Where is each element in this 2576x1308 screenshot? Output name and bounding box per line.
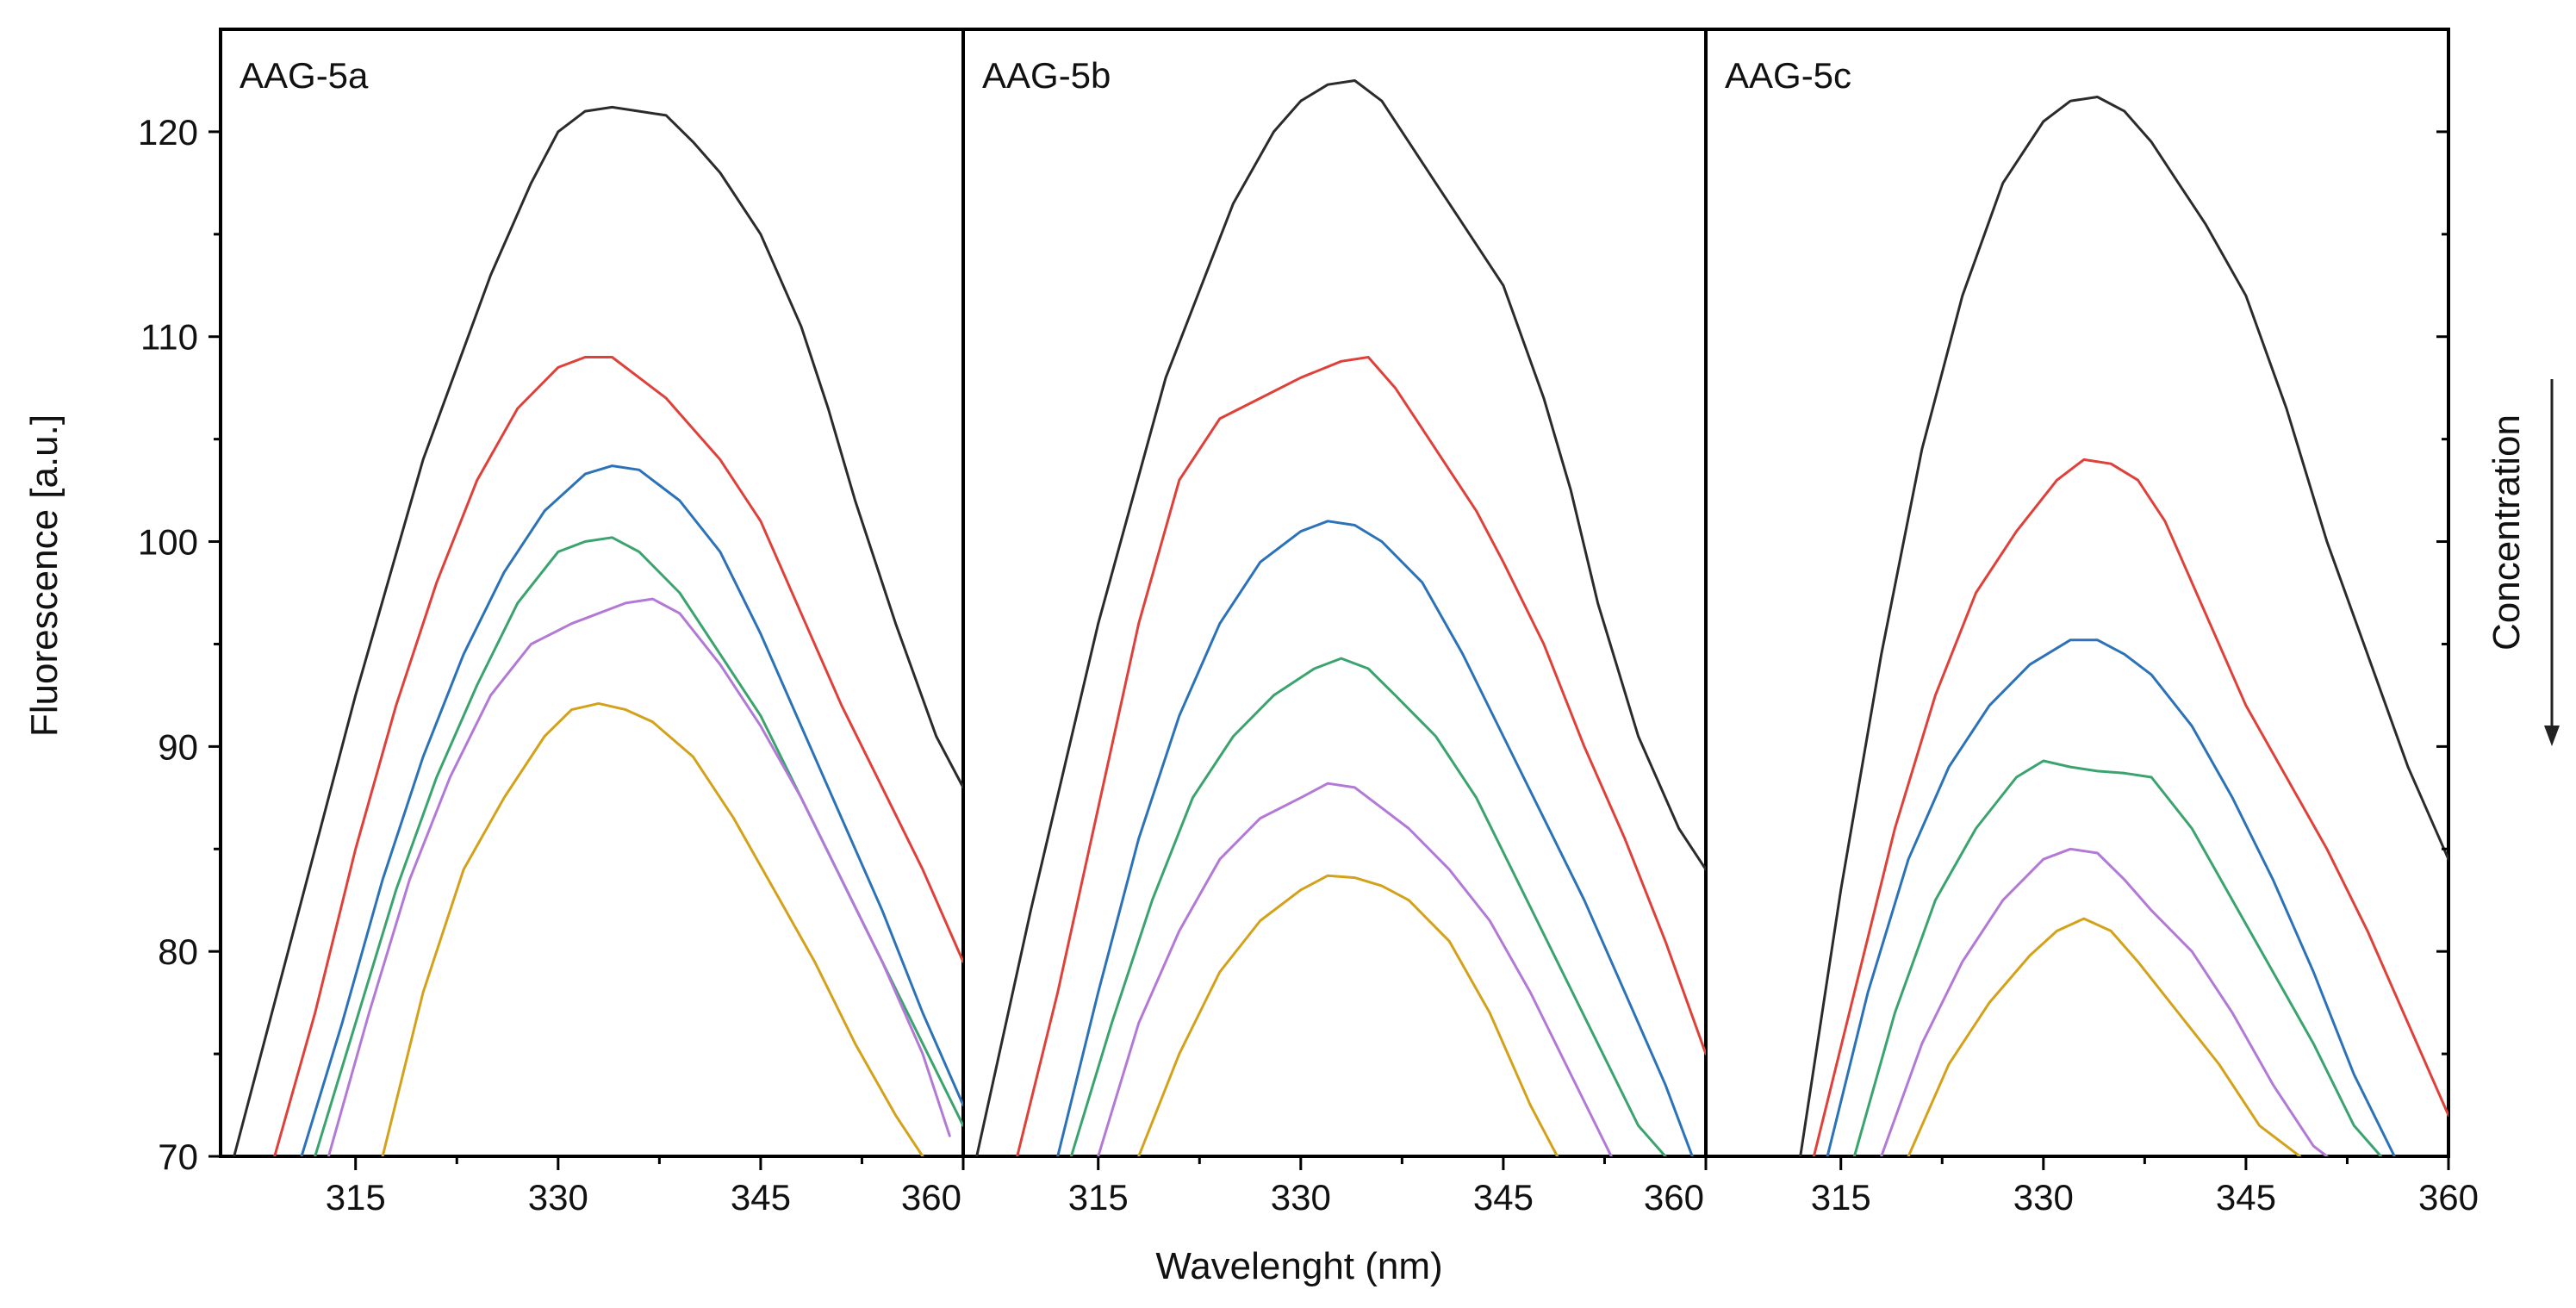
panel-label: AAG-5a — [240, 55, 369, 96]
x-tick-label: 360 — [901, 1177, 961, 1218]
x-tick-label: 315 — [326, 1177, 386, 1218]
series-line-AAG-5b-c5 — [1097, 782, 1613, 1156]
x-tick-label: 360 — [1644, 1177, 1704, 1218]
panel-AAG-5b-curves — [975, 79, 1706, 1156]
axis-ticks — [208, 130, 2450, 1170]
concentration-annotation: Concentration — [2486, 379, 2560, 746]
x-tick-label: 330 — [1271, 1177, 1331, 1218]
spectra-curves — [233, 79, 2448, 1156]
axis-labels: 70 80 90 100 110 120 315 330 345 360 315 330 345 360 3… — [138, 112, 2479, 1218]
panel-AAG-5a-curves — [233, 105, 963, 1156]
series-line-AAG-5c-c3 — [1826, 638, 2396, 1156]
series-line-AAG-5c-c4 — [1852, 759, 2383, 1156]
x-tick-label: 345 — [731, 1177, 791, 1218]
plot-frame — [219, 28, 2450, 1158]
x-tick-label: 345 — [2216, 1177, 2276, 1218]
series-line-AAG-5a-c5 — [327, 597, 951, 1156]
series-line-AAG-5a-c6 — [381, 701, 924, 1156]
series-line-AAG-5b-c2 — [1016, 356, 1706, 1156]
series-line-AAG-5c-c6 — [1907, 917, 2302, 1156]
panel-labels: AAG-5a AAG-5b AAG-5c — [240, 55, 1851, 96]
series-line-AAG-5a-c1 — [233, 105, 963, 1156]
series-line-AAG-5b-c6 — [1137, 874, 1559, 1156]
y-tick-label: 80 — [158, 931, 198, 972]
series-line-AAG-5c-c2 — [1812, 458, 2448, 1156]
series-line-AAG-5b-c4 — [1069, 657, 1667, 1156]
panel-AAG-5c-curves — [1799, 96, 2448, 1156]
series-line-AAG-5a-c2 — [273, 356, 963, 1156]
x-tick-label: 315 — [1068, 1177, 1129, 1218]
y-tick-label: 100 — [138, 522, 198, 563]
x-tick-label: 360 — [2418, 1177, 2479, 1218]
y-axis-title: Fluorescence [a.u.] — [23, 414, 65, 737]
series-line-AAG-5b-c3 — [1056, 520, 1694, 1156]
series-line-AAG-5c-c5 — [1880, 847, 2329, 1156]
panel-label: AAG-5c — [1725, 55, 1851, 96]
series-line-AAG-5a-c3 — [300, 464, 963, 1156]
series-line-AAG-5b-c1 — [975, 79, 1706, 1156]
x-tick-label: 345 — [1473, 1177, 1534, 1218]
x-tick-label: 330 — [2013, 1177, 2074, 1218]
y-tick-label: 90 — [158, 726, 198, 767]
x-axis-title: Wavelenght (nm) — [1155, 1245, 1442, 1287]
y-tick-label: 70 — [158, 1137, 198, 1177]
panel-label: AAG-5b — [982, 55, 1111, 96]
concentration-label: Concentration — [2486, 414, 2528, 651]
y-tick-label: 110 — [140, 317, 198, 358]
down-arrow-icon — [2544, 726, 2560, 746]
series-line-AAG-5c-c1 — [1799, 96, 2448, 1156]
x-tick-label: 315 — [1811, 1177, 1871, 1218]
plot-border — [219, 28, 2450, 1158]
x-tick-label: 330 — [528, 1177, 588, 1218]
y-tick-label: 120 — [138, 112, 198, 153]
